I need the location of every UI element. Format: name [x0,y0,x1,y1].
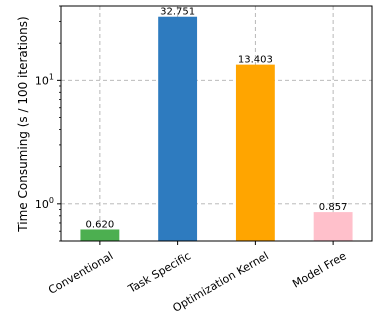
bar [313,212,353,241]
plot-frame [60,5,373,242]
bars-layer [80,16,353,241]
x-tick-label: Conventional [46,249,115,297]
y-tick-label: 101 [35,72,54,87]
bar [80,229,120,241]
bar-value-label: 32.751 [160,7,195,18]
bar-value-label: 13.403 [238,55,273,66]
y-ticks-layer: 100 101 [35,5,61,242]
bar [158,16,198,241]
y-tick-label: 100 [35,196,54,211]
x-tick-label: Model Free [290,249,349,290]
bar-value-label: 0.620 [86,219,115,230]
x-tick-label: Task Specific [125,249,193,296]
data-labels-layer: 0.620 32.751 13.403 0.857 [86,7,348,231]
bar [235,64,275,241]
grid-layer [61,6,372,241]
bar-value-label: 0.857 [319,202,348,213]
y-axis-label: Time Consuming (s / 100 iterations) [16,16,30,232]
